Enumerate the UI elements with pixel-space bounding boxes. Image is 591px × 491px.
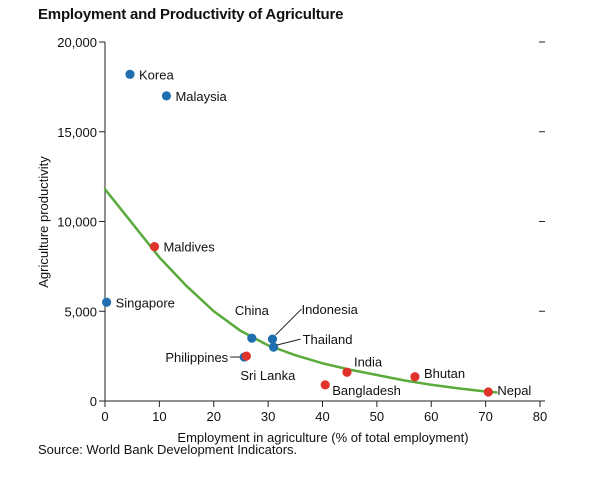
label-nepal: Nepal [497,383,531,398]
y-tick-label: 0 [90,394,97,409]
leader-thailand [276,338,301,346]
trend-line-group [103,187,498,394]
label-malaysia: Malaysia [175,89,227,104]
axes: 0 10 20 30 40 50 60 70 80 0 5,000 10,000 15,000 20,00… [57,35,547,424]
label-india: India [354,354,383,369]
label-maldives: Maldives [163,240,215,255]
point-china [247,333,257,343]
y-axis-label: Agriculture productivity [36,156,51,288]
points-group [102,69,493,397]
label-bangladesh: Bangladesh [332,383,401,398]
point-sri-lanka [241,351,251,361]
y-tick-label: 10,000 [57,215,97,230]
chart-title: Employment and Productivity of Agricultu… [38,6,344,23]
point-nepal [483,387,493,397]
x-tick-label: 50 [370,409,384,424]
label-indonesia: Indonesia [301,302,358,317]
x-axis-label: Employment in agriculture (% of total em… [177,430,468,445]
x-tick-label: 30 [261,409,275,424]
point-bhutan [410,372,420,382]
trend-line [103,187,498,394]
label-philippines: Philippines [165,350,228,365]
point-korea [125,69,135,79]
point-malaysia [161,91,172,101]
x-tick-label: 20 [207,409,221,424]
source-note: Source: World Bank Development Indicator… [38,442,298,457]
point-india [342,367,352,377]
y-tick-label: 5,000 [64,304,97,319]
x-tick-label: 80 [533,409,547,424]
point-bangladesh [320,380,330,390]
x-tick-label: 0 [101,409,108,424]
leader-indonesia [275,308,302,336]
label-thailand: Thailand [303,332,353,347]
y-tick-label: 15,000 [57,125,97,140]
x-tick-label: 40 [315,409,329,424]
point-indonesia [267,334,278,344]
label-china: China [235,303,270,318]
label-bhutan: Bhutan [424,366,465,381]
y-tick-label: 20,000 [57,35,97,50]
label-korea: Korea [139,67,174,82]
x-tick-label: 10 [152,409,166,424]
label-singapore: Singapore [116,295,175,310]
label-sri-lanka: Sri Lanka [240,368,296,383]
x-tick-label: 70 [478,409,492,424]
x-tick-label: 60 [424,409,438,424]
point-thailand [268,342,279,352]
point-singapore [102,297,112,307]
point-maldives [149,242,160,252]
